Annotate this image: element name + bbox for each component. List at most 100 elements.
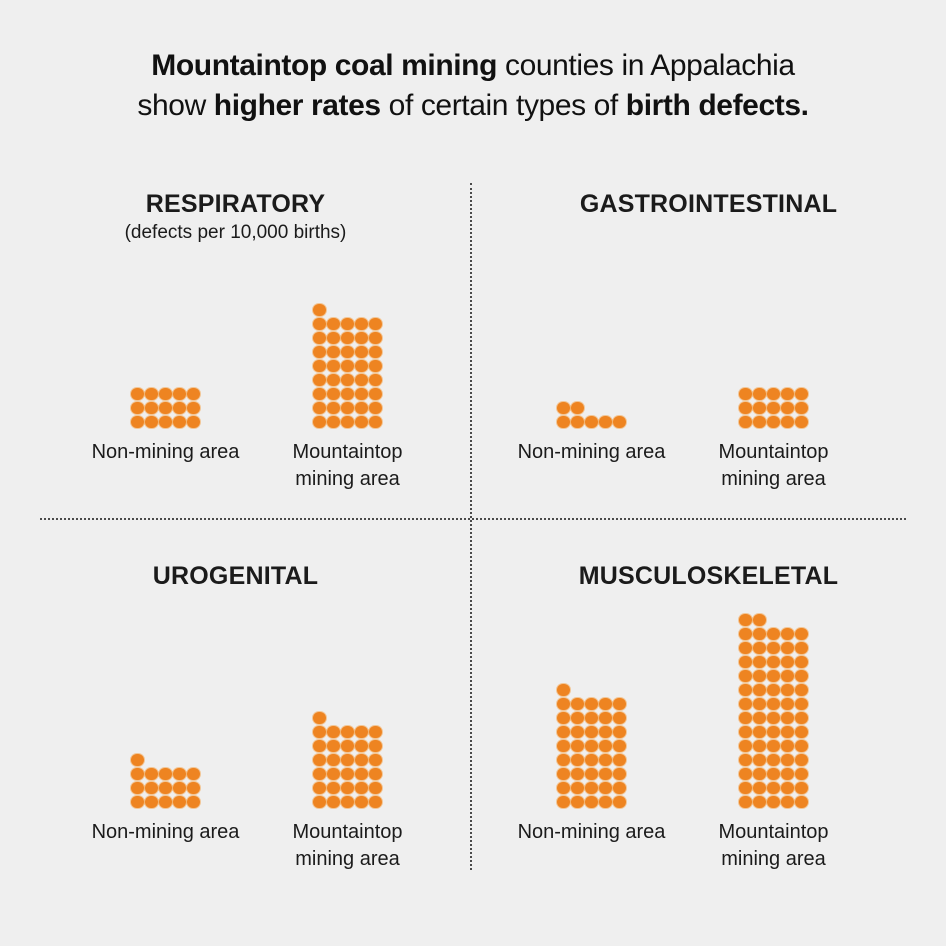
unit-dot	[753, 767, 766, 780]
unit-dot	[781, 781, 794, 794]
unit-dot	[767, 655, 780, 668]
unit-dot	[571, 781, 584, 794]
category-label-non-mining: Non-mining area	[91, 821, 240, 843]
unit-dot	[369, 795, 382, 808]
unit-dot	[781, 401, 794, 414]
unit-dot	[795, 401, 808, 414]
unit-dot	[173, 387, 186, 400]
unit-dot	[599, 767, 612, 780]
unit-dot	[341, 739, 354, 752]
unit-dot	[571, 753, 584, 766]
unit-dot	[327, 415, 340, 428]
category-label-non-mining: Non-mining area	[517, 821, 666, 843]
unit-dot	[355, 387, 368, 400]
quadrant-gastrointestinal: GASTROINTESTINAL Non-mining area Mountai…	[471, 150, 946, 520]
unit-dot	[795, 627, 808, 640]
dot-grid-urogenital-mountaintop	[313, 710, 382, 808]
unit-dot	[369, 373, 382, 386]
quadrant-subtitle: (defects per 10,000 births)	[124, 222, 347, 243]
unit-dot	[571, 415, 584, 428]
unit-dot	[341, 401, 354, 414]
unit-dot	[327, 359, 340, 372]
unit-dot	[173, 415, 186, 428]
unit-dot	[767, 711, 780, 724]
category-label-mountaintop: Mountaintop mining area	[718, 819, 828, 877]
category-label-non-mining: Non-mining area	[517, 441, 666, 463]
dot-row	[739, 711, 808, 724]
dot-row	[313, 401, 382, 414]
unit-dot	[313, 415, 326, 428]
unit-dot	[355, 373, 368, 386]
unit-dot	[369, 359, 382, 372]
unit-dot	[341, 753, 354, 766]
unit-dot	[327, 345, 340, 358]
title-segment: of certain types of	[380, 89, 626, 122]
dot-row	[739, 753, 808, 766]
group-non-mining: Non-mining area	[81, 752, 251, 877]
dot-chart-pair: Non-mining area Mountaintop mining area	[21, 302, 492, 497]
dot-chart-pair: Non-mining area Mountaintop mining area	[445, 612, 920, 877]
unit-dot	[613, 697, 626, 710]
unit-dot	[327, 767, 340, 780]
unit-dot	[753, 753, 766, 766]
unit-dot	[753, 781, 766, 794]
dot-row	[557, 739, 626, 752]
unit-dot	[795, 655, 808, 668]
unit-dot	[571, 711, 584, 724]
unit-dot	[753, 655, 766, 668]
quadrant-title: UROGENITAL	[152, 562, 319, 590]
unit-dot	[369, 725, 382, 738]
unit-dot	[599, 711, 612, 724]
unit-dot	[313, 331, 326, 344]
unit-dot	[781, 767, 794, 780]
unit-dot	[739, 415, 752, 428]
dot-row	[131, 781, 200, 794]
category-label-mountaintop: Mountaintop mining area	[292, 439, 402, 497]
unit-dot	[781, 415, 794, 428]
unit-dot	[781, 753, 794, 766]
title-segment: show	[137, 89, 214, 122]
label-line: mining area	[721, 848, 826, 870]
unit-dot	[795, 641, 808, 654]
dot-row	[313, 781, 382, 794]
dot-row	[739, 781, 808, 794]
unit-dot	[131, 401, 144, 414]
unit-dot	[341, 795, 354, 808]
dot-row	[739, 641, 808, 654]
quadrant-urogenital: UROGENITAL Non-mining area Mountaintop mi…	[0, 520, 471, 946]
dot-row	[739, 683, 808, 696]
dot-row	[313, 725, 382, 738]
unit-dot	[795, 711, 808, 724]
unit-dot	[753, 613, 766, 626]
title-segment: Mountaintop coal mining	[151, 49, 498, 82]
unit-dot	[753, 387, 766, 400]
unit-dot	[599, 415, 612, 428]
unit-dot	[767, 753, 780, 766]
unit-dot	[781, 627, 794, 640]
unit-dot	[369, 331, 382, 344]
unit-dot	[159, 767, 172, 780]
unit-dot	[753, 415, 766, 428]
unit-dot	[753, 683, 766, 696]
poster-title-line2: show higher rates of certain types of bi…	[0, 86, 946, 126]
unit-dot	[557, 401, 570, 414]
unit-dot	[613, 767, 626, 780]
poster-title: Mountaintop coal mining counties in Appa…	[0, 0, 946, 126]
unit-dot	[313, 711, 326, 724]
unit-dot	[585, 711, 598, 724]
unit-dot	[341, 767, 354, 780]
unit-dot	[355, 331, 368, 344]
group-mountaintop: Mountaintop mining area	[689, 612, 859, 877]
unit-dot	[173, 767, 186, 780]
dot-chart-pair: Non-mining area Mountaintop mining area	[21, 710, 492, 877]
unit-dot	[781, 669, 794, 682]
unit-dot	[557, 753, 570, 766]
quadrant-title: RESPIRATORY	[145, 190, 326, 218]
dot-row	[313, 345, 382, 358]
category-label-non-mining: Non-mining area	[91, 441, 240, 463]
unit-dot	[355, 317, 368, 330]
unit-dot	[767, 641, 780, 654]
quadrant-title: MUSCULOSKELETAL	[578, 562, 839, 590]
unit-dot	[585, 739, 598, 752]
